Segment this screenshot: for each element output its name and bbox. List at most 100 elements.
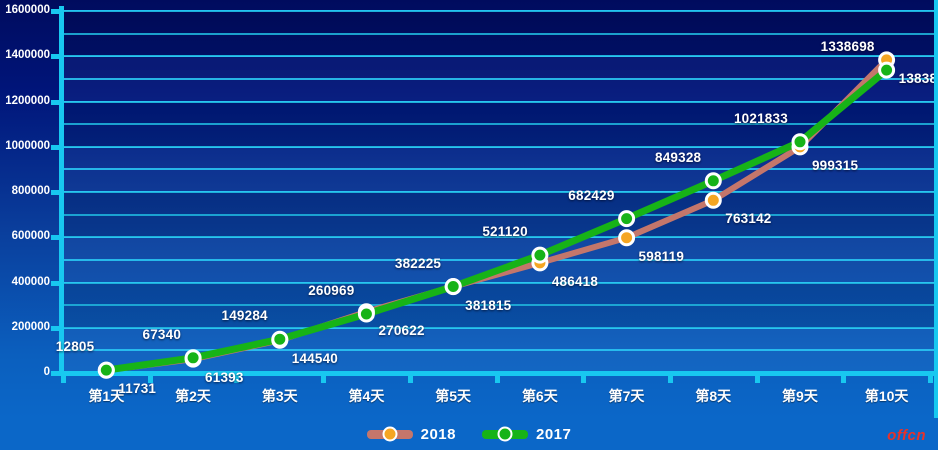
data-point-2017-7[interactable]: [618, 210, 636, 228]
x-axis-tick-label: 第1天: [88, 388, 125, 404]
x-axis-tick-label: 第3天: [261, 388, 298, 404]
gridline-minor: [63, 123, 934, 126]
x-axis-tick: [667, 371, 673, 383]
x-axis-tick: [841, 371, 847, 383]
y-axis-tick-label: 800000: [11, 185, 50, 197]
x-axis-tick: [494, 371, 500, 383]
y-axis-tick-label: 600000: [11, 230, 50, 243]
x-axis-tick-label: 第7天: [608, 388, 645, 404]
x-axis-tick-label: 第5天: [435, 388, 472, 404]
series-line-2017: [102, 66, 891, 374]
y-axis-tick-label: 1600000: [5, 4, 50, 16]
data-label-2018-4: 270622: [378, 322, 425, 338]
legend-swatch-2017: [482, 426, 528, 442]
data-point-2018-7[interactable]: [618, 229, 636, 247]
gridline-minor: [63, 213, 934, 216]
gridline: [63, 281, 934, 284]
legend-label-2017: 2017: [536, 425, 572, 443]
gridline: [63, 100, 934, 103]
legend-item-2018[interactable]: 2018: [366, 425, 456, 443]
y-axis-tick: [51, 54, 63, 60]
data-label-2017-8: 849328: [655, 149, 702, 165]
data-label-2018-3: 144540: [291, 351, 338, 367]
y-axis-tick-label: 400000: [11, 275, 50, 288]
data-point-2017-6[interactable]: [531, 246, 549, 264]
series-lines: [97, 51, 896, 379]
data-label-2018-9: 999315: [811, 157, 859, 173]
gridline: [63, 236, 934, 239]
gridline: [63, 145, 934, 148]
data-label-2017-6: 521120: [482, 224, 528, 240]
x-axis-tick-label: 第8天: [695, 388, 732, 404]
frame-right-border: [934, 0, 938, 418]
x-axis-tick: [581, 371, 587, 383]
y-axis-tick-label: 1400000: [5, 49, 50, 62]
x-axis-tick: [754, 371, 760, 383]
data-label-2018-1: 11731: [118, 381, 157, 397]
y-axis-tick: [51, 280, 63, 286]
data-label-2017-4: 260969: [308, 282, 355, 298]
data-label-2017-7: 682429: [568, 187, 615, 203]
x-axis-tick: [928, 371, 933, 383]
y-axis-tick: [51, 144, 63, 150]
x-axis-tick: [234, 371, 240, 383]
x-axis-tick-label: 第6天: [521, 388, 558, 404]
data-label-2017-1: 12805: [55, 339, 95, 355]
data-label-2018-7: 598119: [638, 248, 685, 264]
legend-label-2018: 2018: [420, 425, 456, 443]
y-axis-tick-label: 200000: [11, 320, 50, 333]
gridline: [63, 326, 934, 329]
y-axis-tick-label: 1000000: [5, 139, 50, 152]
data-label-2018-2: 61393: [205, 370, 244, 386]
data-label-2018-6: 486418: [551, 273, 599, 289]
data-point-2017-1[interactable]: [97, 361, 115, 379]
data-point-2017-2[interactable]: [184, 349, 202, 367]
y-axis-tick: [51, 235, 63, 241]
gridline-minor: [63, 77, 934, 80]
x-axis-tick: [321, 371, 327, 383]
data-point-2017-8[interactable]: [704, 172, 722, 190]
data-point-2017-4[interactable]: [357, 305, 375, 323]
gridline-minor: [63, 32, 934, 35]
y-axis-tick: [51, 371, 63, 376]
data-point-2017-9[interactable]: [791, 133, 809, 151]
data-label-2018-8: 763142: [725, 211, 772, 227]
gridline-minor: [63, 168, 934, 171]
legend-item-2017[interactable]: 2017: [482, 426, 571, 443]
data-label-2018-5: 381815: [465, 297, 512, 313]
y-axis-tick: [51, 190, 63, 195]
y-axis-tick: [51, 9, 63, 14]
data-label-2017-5: 382225: [394, 255, 442, 271]
data-point-2017-5[interactable]: [444, 278, 462, 295]
x-axis-tick-label: 第9天: [782, 388, 818, 404]
legend-swatch-2018: [366, 426, 413, 442]
x-axis-tick-label: 第4天: [348, 388, 385, 404]
chart-plot-frame: 0 200000 400000 600000 800000 1000000 1200000 1…: [0, 0, 938, 418]
y-axis-tick-label: 1200000: [5, 94, 50, 107]
y-axis-line: [59, 6, 64, 372]
gridline: [63, 191, 934, 193]
gridline: [63, 10, 934, 12]
chart-legend: 2018 2017: [0, 418, 938, 450]
data-point-2017-3[interactable]: [271, 330, 289, 348]
y-axis-tick: [51, 325, 63, 331]
data-label-2017-9: 1021833: [733, 110, 788, 126]
x-axis-tick: [61, 371, 66, 383]
legend-marker-2018: [382, 426, 398, 442]
gridline-minor: [63, 258, 934, 261]
data-point-2018-8[interactable]: [704, 191, 722, 209]
gridline: [63, 55, 934, 58]
data-label-2018-10: 1383857: [898, 70, 938, 86]
y-axis-tick-label: 0: [43, 366, 50, 378]
gridline-minor: [63, 304, 934, 307]
data-label-2017-3: 149284: [221, 308, 268, 324]
data-label-2017-2: 67340: [142, 326, 182, 342]
watermark-offcn: offcn: [887, 427, 926, 444]
y-axis-tick: [51, 99, 63, 105]
data-label-2017-10: 1338698: [820, 39, 875, 55]
x-axis-tick-label: 第10天: [864, 388, 909, 404]
legend-marker-2017: [497, 426, 513, 442]
data-point-2017-10[interactable]: [878, 61, 896, 79]
x-axis-tick: [407, 371, 413, 383]
